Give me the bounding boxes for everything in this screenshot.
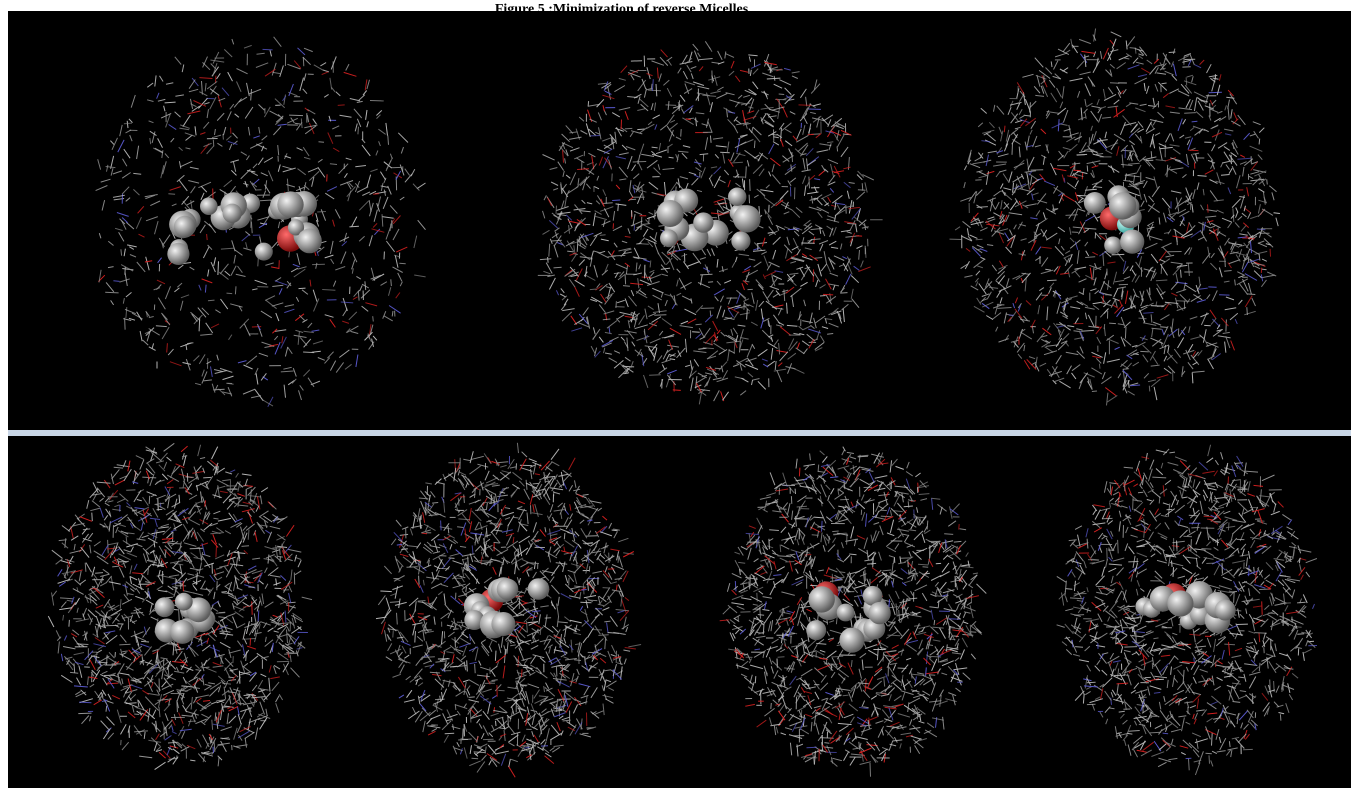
- micelle-7-drug-core: [1135, 581, 1236, 634]
- micelle-5: [375, 442, 642, 778]
- bottom-micelle-renderings: [47, 442, 1318, 778]
- bottom-image-panel: [8, 436, 1351, 788]
- caption-text: Figure 5 :Minimization of reverse Micell…: [494, 2, 749, 12]
- micelle-5-drug-core: [463, 577, 550, 639]
- micelle-6: [719, 446, 987, 777]
- top-micelle-renderings: [95, 28, 1280, 408]
- micelle-3-drug-core: [1083, 185, 1145, 255]
- micelle-4: [47, 442, 313, 771]
- top-image-panel: [8, 11, 1351, 430]
- micelle-3: [949, 28, 1280, 406]
- micelle-1: [95, 36, 426, 408]
- micelle-7: [1056, 444, 1318, 776]
- micelle-6-drug-core: [806, 581, 891, 653]
- panel-separator: [8, 430, 1351, 436]
- micelle-2: [537, 41, 883, 405]
- micelle-2-drug-core: [656, 187, 761, 252]
- figure-caption: Figure 5 :Minimization of reverse Micell…: [0, 0, 1351, 12]
- micelle-1-drug-core: [167, 191, 322, 265]
- micelle-4-drug-core: [154, 592, 216, 644]
- page-margin: [0, 11, 8, 788]
